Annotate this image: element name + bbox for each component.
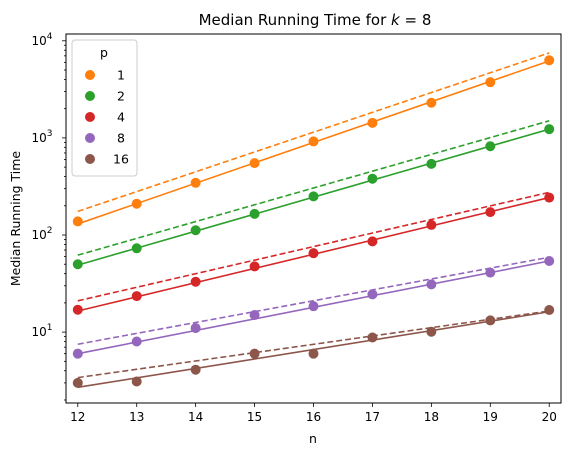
data-point-p4 <box>308 248 319 259</box>
legend-label-p8: 8 <box>117 131 125 146</box>
x-tick-label: 14 <box>188 410 203 424</box>
data-point-p2 <box>72 259 83 270</box>
x-tick-label: 19 <box>483 410 498 424</box>
data-point-p4 <box>131 291 142 302</box>
data-point-p16 <box>190 364 201 375</box>
data-point-p1 <box>131 198 142 209</box>
data-point-p1 <box>485 77 496 88</box>
data-point-p16 <box>308 348 319 359</box>
data-point-p16 <box>426 326 437 337</box>
data-point-p2 <box>308 191 319 202</box>
legend-title: p <box>100 45 108 60</box>
data-point-p4 <box>544 192 555 203</box>
x-axis-label: n <box>309 431 317 446</box>
data-point-p8 <box>367 289 378 300</box>
data-point-p2 <box>367 173 378 184</box>
data-point-p2 <box>190 225 201 236</box>
x-tick-label: 17 <box>365 410 380 424</box>
legend-marker-p1 <box>85 70 95 80</box>
y-tick-label: 103 <box>31 129 52 145</box>
x-tick-label: 16 <box>306 410 321 424</box>
fit-dashed-line-p4 <box>77 191 550 302</box>
legend-marker-p8 <box>85 133 95 143</box>
data-point-p2 <box>426 158 437 169</box>
data-point-p16 <box>249 348 260 359</box>
y-axis-label: Median Running Time <box>8 151 23 287</box>
x-tick-label: 12 <box>70 410 85 424</box>
fit-dashed-line-p2 <box>77 120 550 256</box>
data-point-p16 <box>544 304 555 315</box>
data-point-p1 <box>249 158 260 169</box>
y-tick-label: 104 <box>31 32 52 48</box>
data-point-p2 <box>131 243 142 254</box>
data-point-p8 <box>308 301 319 312</box>
data-point-p1 <box>72 216 83 227</box>
y-tick-label: 101 <box>31 323 52 339</box>
data-point-p1 <box>308 136 319 147</box>
fit-dashed-line-p1 <box>77 52 550 213</box>
data-point-p2 <box>544 124 555 135</box>
data-point-p4 <box>367 236 378 247</box>
data-point-p4 <box>485 207 496 218</box>
plot-area <box>72 52 555 389</box>
x-tick-label: 13 <box>129 410 144 424</box>
data-point-p8 <box>190 323 201 334</box>
data-point-p4 <box>249 261 260 272</box>
legend-marker-p2 <box>85 91 95 101</box>
y-axis: 101 102 103 104 <box>31 32 66 401</box>
y-tick-label: 102 <box>31 226 52 242</box>
data-point-p8 <box>131 336 142 347</box>
data-point-p8 <box>426 279 437 290</box>
legend: p 1 2 4 8 16 <box>71 39 138 177</box>
data-point-p16 <box>131 376 142 387</box>
legend-marker-p16 <box>85 154 95 164</box>
data-point-p8 <box>249 310 260 321</box>
x-tick-label: 18 <box>424 410 439 424</box>
plot-frame <box>65 33 562 404</box>
data-point-p2 <box>249 208 260 219</box>
fit-dashed-line-p8 <box>77 256 550 346</box>
legend-label-p4: 4 <box>117 110 125 125</box>
data-point-p1 <box>426 97 437 108</box>
data-point-p2 <box>485 141 496 152</box>
data-point-p4 <box>426 219 437 230</box>
data-point-p1 <box>367 117 378 128</box>
data-point-p8 <box>72 348 83 359</box>
x-tick-label: 20 <box>542 410 557 424</box>
legend-label-p16: 16 <box>113 152 129 167</box>
data-point-p16 <box>367 332 378 343</box>
data-point-p1 <box>544 55 555 66</box>
data-point-p1 <box>190 177 201 188</box>
chart-title: Median Running Time for k = 8 <box>199 11 432 29</box>
legend-label-p2: 2 <box>117 89 125 104</box>
legend-label-p1: 1 <box>117 68 125 83</box>
legend-marker-p4 <box>85 112 95 122</box>
data-point-p16 <box>72 377 83 388</box>
fit-dashed-line-p16 <box>77 310 550 379</box>
data-point-p8 <box>485 267 496 278</box>
data-point-p4 <box>72 304 83 315</box>
x-axis: 12 13 14 15 16 17 18 19 20 <box>70 403 557 424</box>
data-point-p8 <box>544 255 555 266</box>
data-point-p4 <box>190 276 201 287</box>
x-tick-label: 15 <box>247 410 262 424</box>
data-point-p16 <box>485 315 496 326</box>
